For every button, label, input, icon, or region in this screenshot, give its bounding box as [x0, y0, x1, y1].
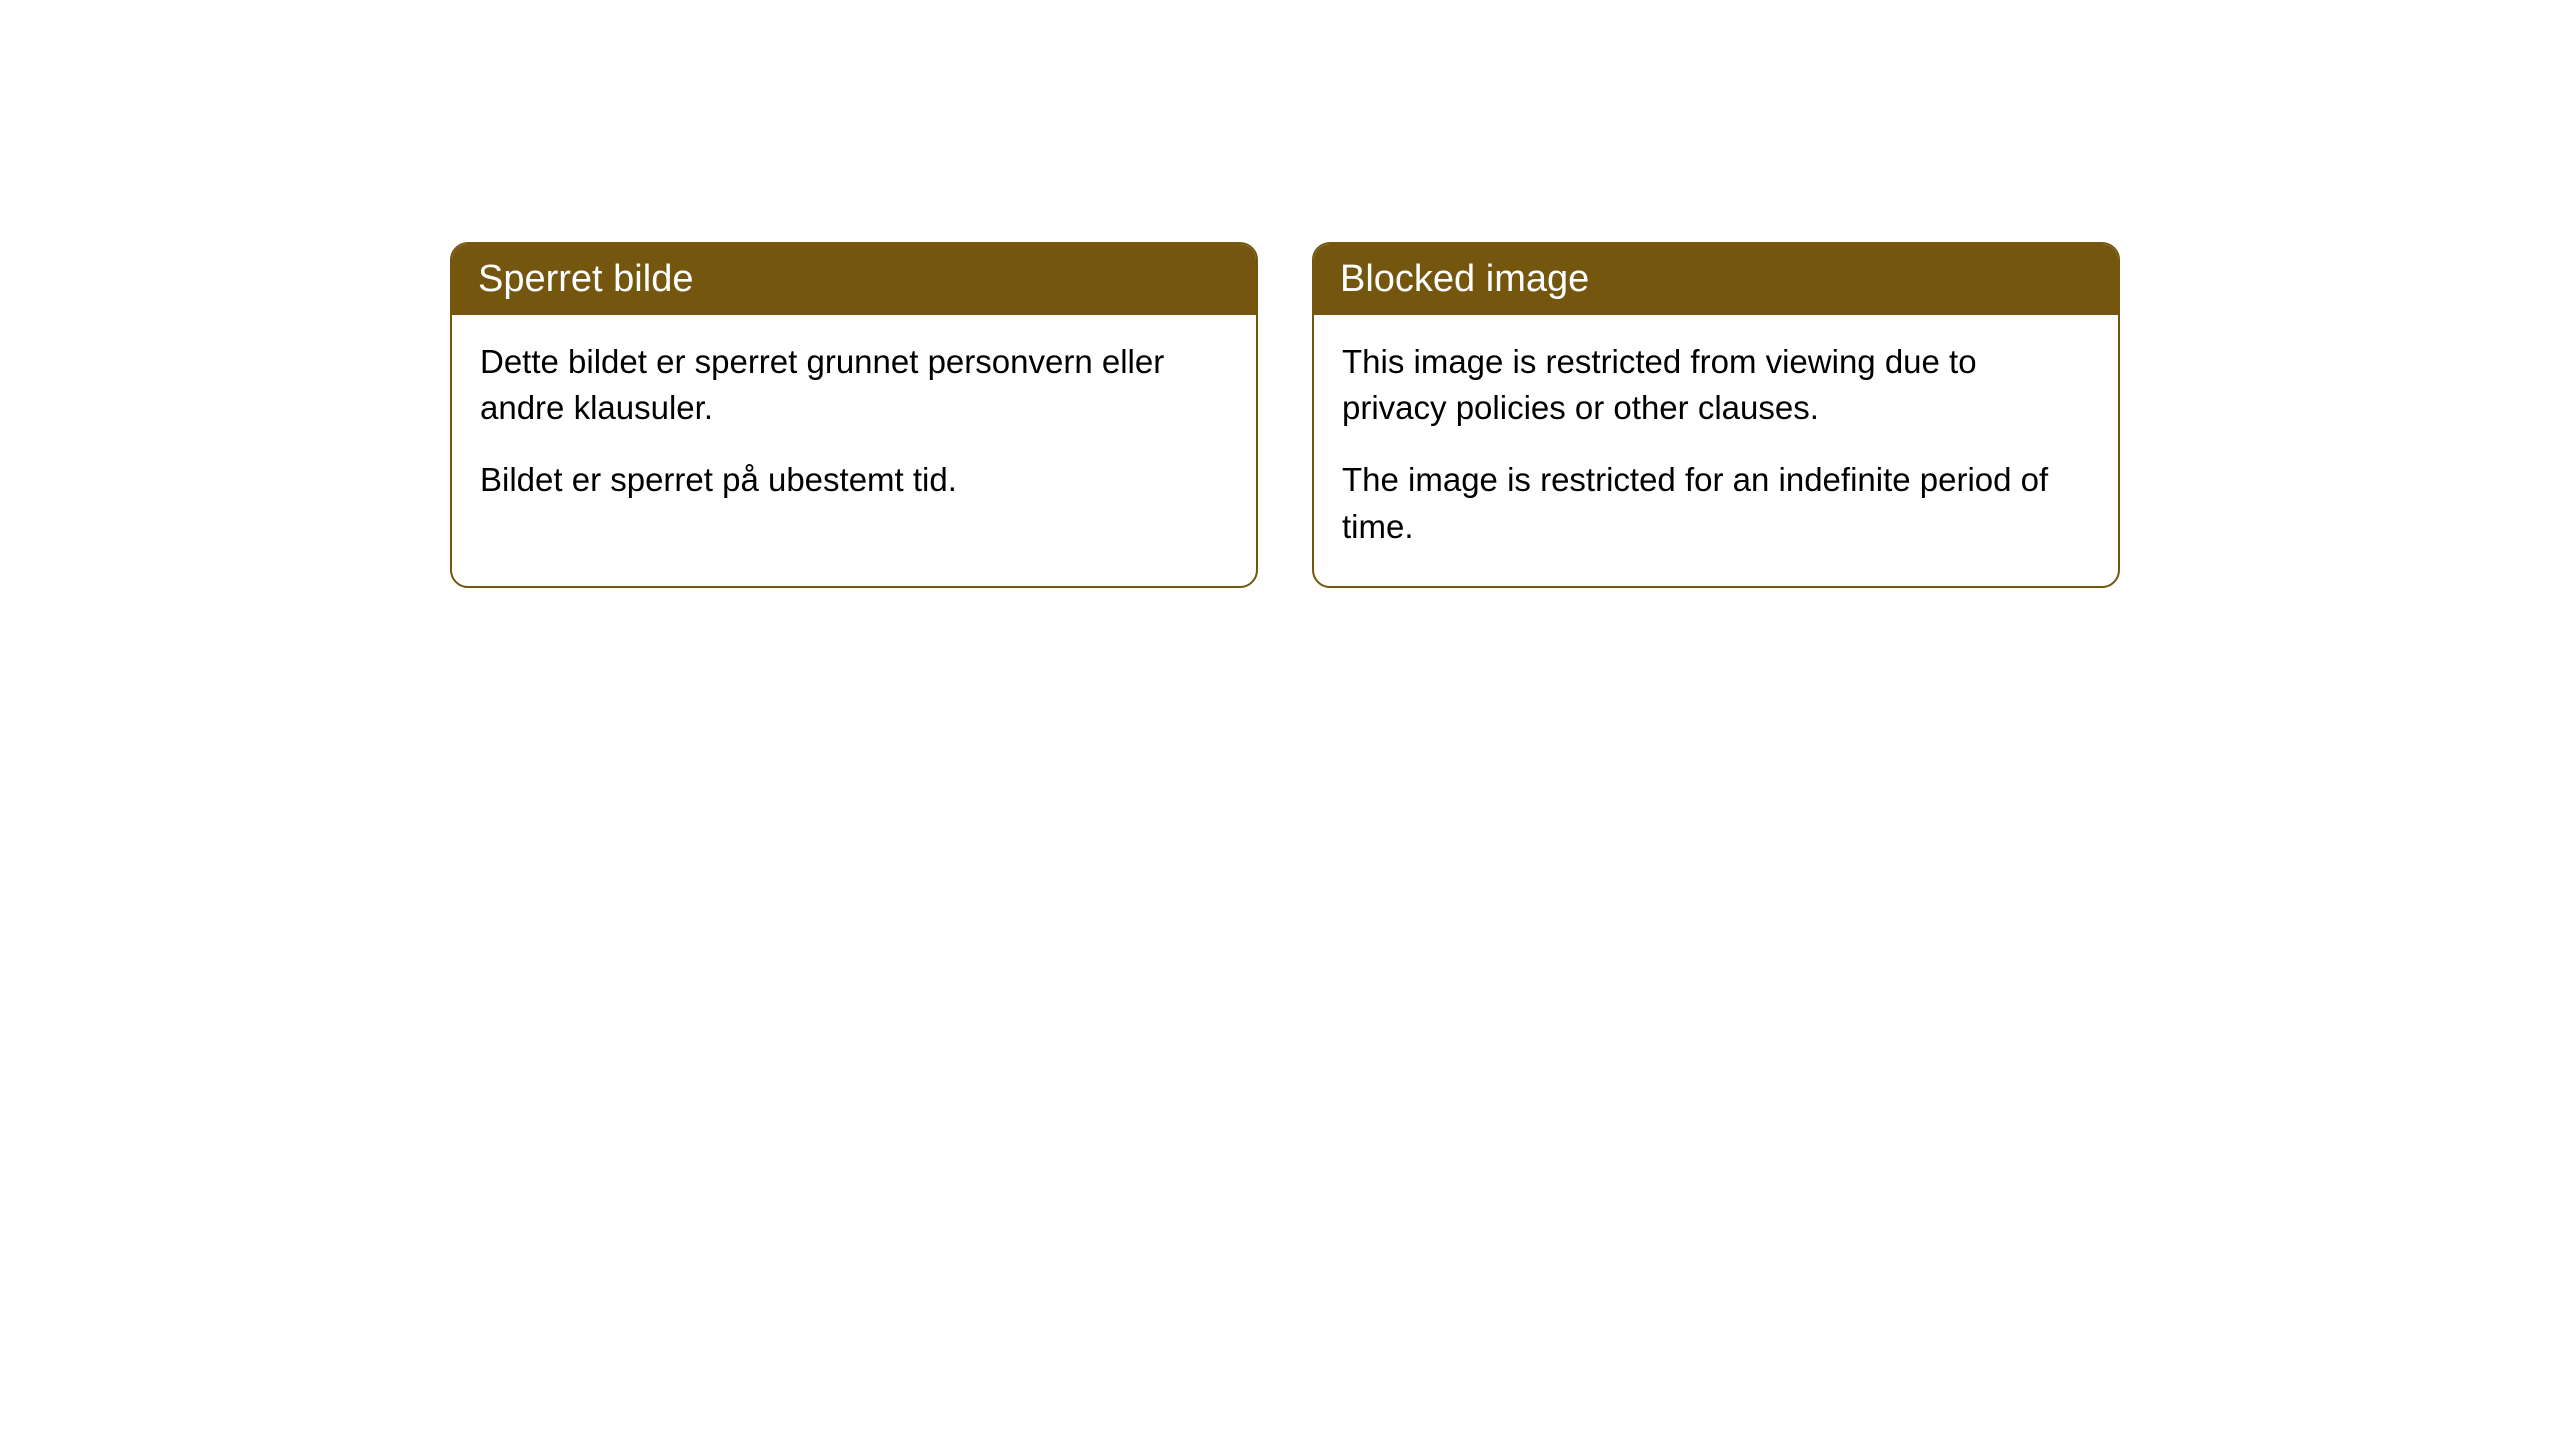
notice-card-norwegian: Sperret bilde Dette bildet er sperret gr…: [450, 242, 1258, 588]
card-body: Dette bildet er sperret grunnet personve…: [452, 315, 1256, 540]
notice-cards-container: Sperret bilde Dette bildet er sperret gr…: [450, 242, 2120, 588]
card-title: Sperret bilde: [452, 244, 1256, 315]
notice-text: The image is restricted for an indefinit…: [1342, 457, 2090, 549]
notice-text: Bildet er sperret på ubestemt tid.: [480, 457, 1228, 503]
notice-card-english: Blocked image This image is restricted f…: [1312, 242, 2120, 588]
notice-text: This image is restricted from viewing du…: [1342, 339, 2090, 431]
card-title: Blocked image: [1314, 244, 2118, 315]
notice-text: Dette bildet er sperret grunnet personve…: [480, 339, 1228, 431]
card-body: This image is restricted from viewing du…: [1314, 315, 2118, 586]
